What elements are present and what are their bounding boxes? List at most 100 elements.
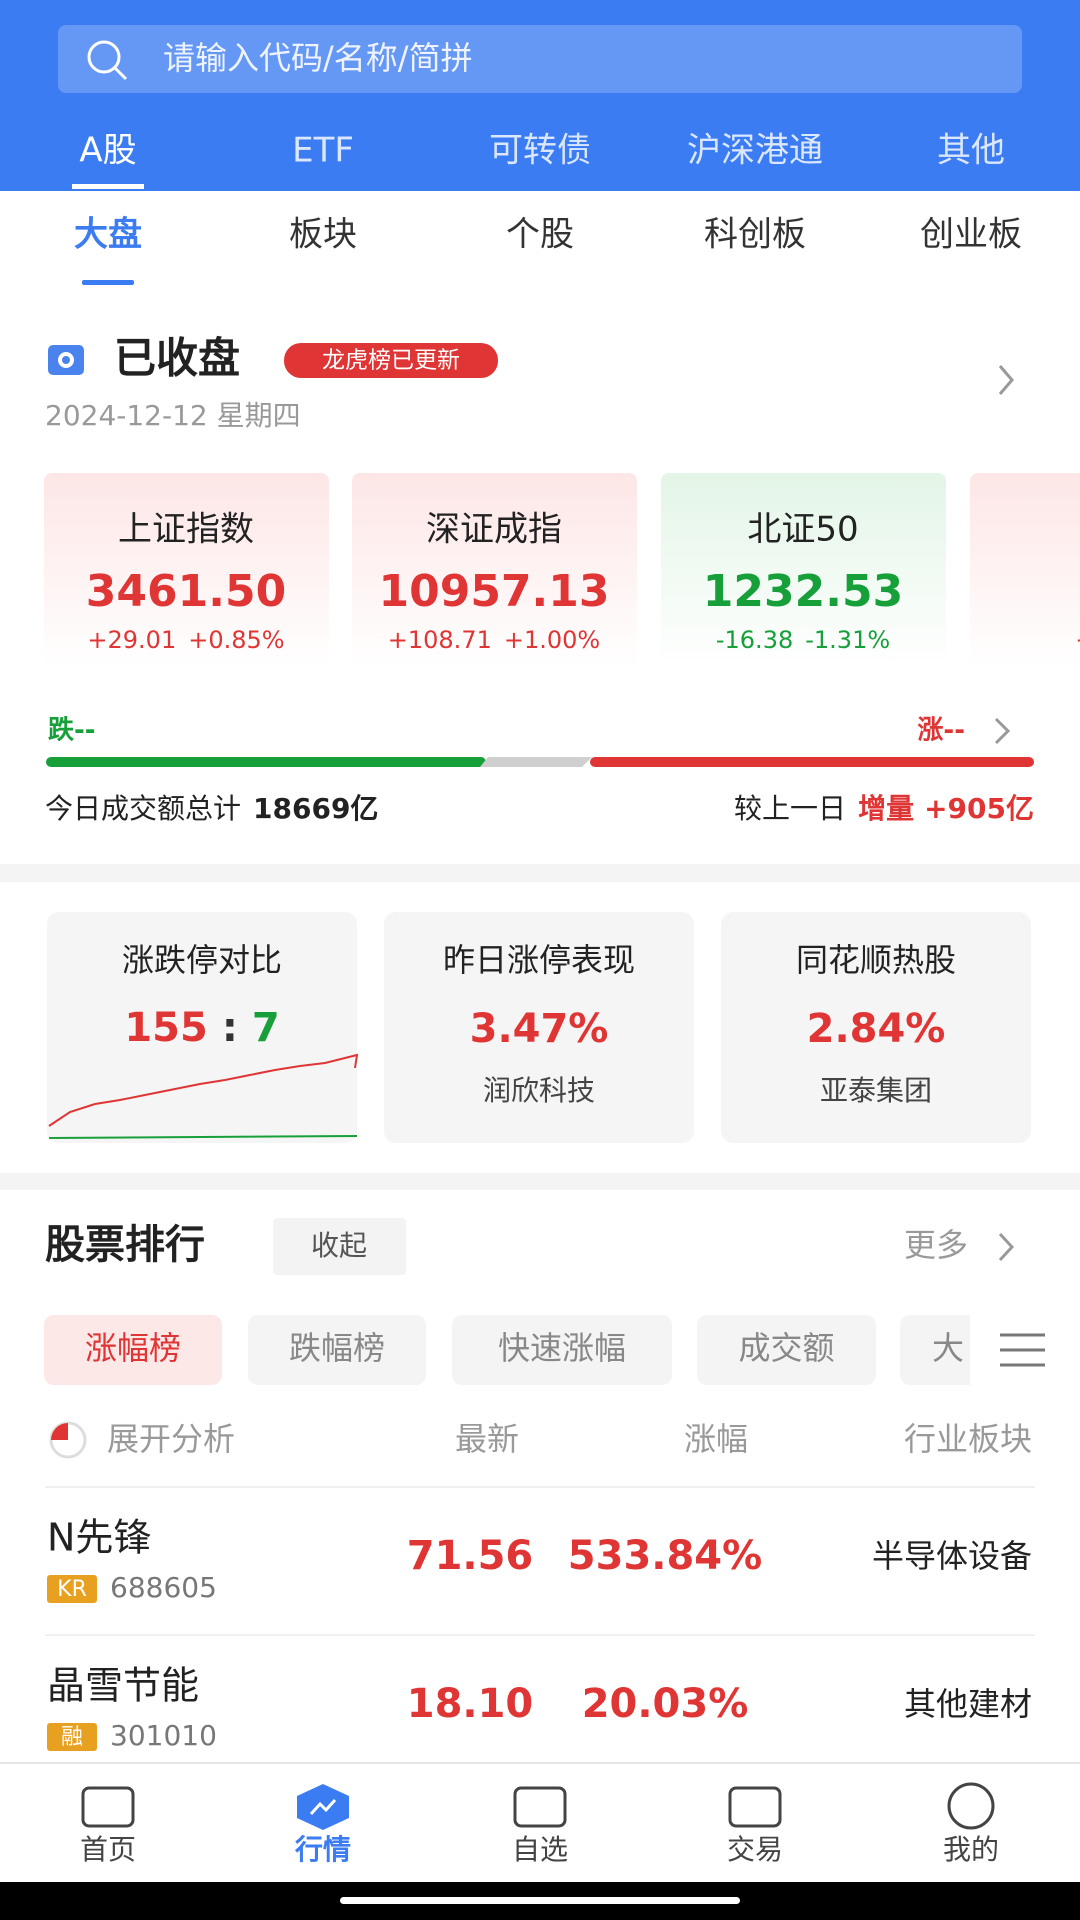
breadth-bar-down xyxy=(46,757,486,767)
delta-value: +905亿 xyxy=(924,792,1034,825)
top-tab[interactable]: 沪深港通 xyxy=(687,131,823,171)
rank-tab-bg[interactable] xyxy=(248,1315,426,1385)
stock-code: 688605 xyxy=(110,1571,217,1604)
sparkline-up xyxy=(48,1053,359,1127)
divider xyxy=(0,864,1080,882)
limit-down: 7 xyxy=(252,1005,280,1051)
index-change-pct: -1.31% xyxy=(805,626,890,654)
index-change: -16.38 -1.31% xyxy=(716,626,890,654)
index-card[interactable] xyxy=(661,473,946,668)
nav-label[interactable]: 我的 xyxy=(943,1833,999,1866)
index-card[interactable] xyxy=(44,473,329,668)
stat-card[interactable] xyxy=(384,912,694,1143)
nav-icon-mark xyxy=(309,1798,337,1816)
chevron[interactable] xyxy=(998,365,1014,395)
badge: 龙虎榜已更新 xyxy=(322,348,460,374)
stock-name: 晶雪节能 xyxy=(47,1664,199,1708)
limit-up: 155 xyxy=(124,1005,208,1051)
home-indicator xyxy=(340,1897,740,1904)
top-tab[interactable]: ETF xyxy=(292,131,354,171)
rank-tab: 跌幅榜 xyxy=(289,1329,385,1367)
stat-card[interactable] xyxy=(721,912,1031,1143)
market-date: 2024-12-12 星期四 xyxy=(45,399,301,432)
index-value: 3461.50 xyxy=(86,566,286,617)
column-header: 行业板块 xyxy=(904,1420,1032,1458)
stock-price: 18.10 xyxy=(407,1681,534,1727)
sub-tab[interactable]: 科创板 xyxy=(704,215,806,255)
index-name: 深证成指 xyxy=(426,510,562,550)
stat-value: 3.47% xyxy=(470,1006,609,1052)
nav-icon[interactable] xyxy=(513,1786,567,1828)
sub-tab[interactable]: 创业板 xyxy=(920,215,1022,255)
search-icon xyxy=(113,66,128,81)
rank-tab-bg[interactable] xyxy=(900,1315,990,1385)
sub-tab[interactable]: 大盘 xyxy=(74,215,142,255)
top-tab[interactable]: 其他 xyxy=(937,131,1005,171)
sub-tab[interactable]: 板块 xyxy=(289,215,357,255)
more[interactable]: 更多 xyxy=(904,1226,968,1264)
index-change-abs: +108.71 xyxy=(388,626,492,654)
breadth-bar-up xyxy=(590,757,1034,767)
ranking-title: 股票排行 xyxy=(45,1222,205,1268)
compare-label: 较上一日 xyxy=(734,792,846,825)
top-tab[interactable]: 可转债 xyxy=(489,131,591,171)
stock-pct: 20.03% xyxy=(582,1681,749,1727)
sub-tab[interactable]: 个股 xyxy=(506,215,574,255)
index-change: +30.5 xyxy=(1075,626,1080,654)
analysis-icon xyxy=(51,1423,68,1440)
index-card[interactable] xyxy=(970,473,1080,668)
delta-label: 增量 xyxy=(858,792,914,825)
chevron[interactable] xyxy=(994,717,1011,745)
index-change-abs: -16.38 xyxy=(716,626,793,654)
rank-tab: 大 xyxy=(932,1329,964,1367)
divider xyxy=(0,1173,1080,1190)
nav-icon[interactable] xyxy=(728,1786,782,1828)
nav-label[interactable]: 行情 xyxy=(294,1833,351,1866)
turnover-label: 今日成交额总计 xyxy=(45,792,241,825)
stat-card[interactable] xyxy=(47,912,357,1143)
index-change-pct: +1.00% xyxy=(504,626,600,654)
tab-indicator xyxy=(82,280,134,285)
top-tab[interactable]: A股 xyxy=(79,131,136,171)
nav-icon[interactable] xyxy=(81,1786,135,1828)
index-value: 10957.13 xyxy=(378,566,609,617)
breadth-bar-flat xyxy=(480,757,592,767)
index-change: +108.71 +1.00% xyxy=(388,626,600,654)
stock-tag: KR xyxy=(57,1577,87,1602)
index-card[interactable] xyxy=(352,473,637,668)
column-header: 最新 xyxy=(455,1420,519,1458)
collapse: 收起 xyxy=(311,1229,367,1262)
stock-sector: 半导体设备 xyxy=(872,1537,1032,1575)
index-name: 上证指数 xyxy=(118,510,254,550)
column-header: 展开分析 xyxy=(107,1420,235,1458)
nav-label[interactable]: 交易 xyxy=(727,1833,783,1866)
turnover: 今日成交额总计 18669亿 xyxy=(45,792,378,825)
search-box[interactable] xyxy=(58,25,1022,93)
rank-tab-bg[interactable] xyxy=(452,1315,672,1385)
breadth-down: 跌-- xyxy=(48,716,96,746)
badge-bg xyxy=(284,343,498,378)
index-change-pct: +0.85% xyxy=(188,626,284,654)
sparkline-down xyxy=(48,1135,358,1139)
rank-tab-bg[interactable] xyxy=(44,1315,222,1385)
rank-tab: 成交额 xyxy=(738,1329,834,1367)
stock-sector: 其他建材 xyxy=(904,1685,1032,1723)
nav-label[interactable]: 自选 xyxy=(512,1833,568,1866)
chevron xyxy=(998,1232,1015,1262)
collapse-btn[interactable] xyxy=(273,1218,406,1275)
column-header: 涨幅 xyxy=(684,1420,748,1458)
nav-label[interactable]: 首页 xyxy=(80,1833,136,1866)
limit-sep: : xyxy=(222,1005,238,1051)
search-placeholder: 请输入代码/名称/简拼 xyxy=(163,39,473,77)
market-status: 已收盘 xyxy=(114,334,240,383)
stock-tag-bg xyxy=(47,1723,97,1751)
stat-value: 2.84% xyxy=(807,1006,946,1052)
tab-indicator xyxy=(72,184,144,189)
nav-icon[interactable] xyxy=(947,1782,995,1830)
status-icon xyxy=(62,356,70,364)
stat-sub: 润欣科技 xyxy=(483,1074,595,1107)
rank-tab-bg[interactable] xyxy=(697,1315,876,1385)
